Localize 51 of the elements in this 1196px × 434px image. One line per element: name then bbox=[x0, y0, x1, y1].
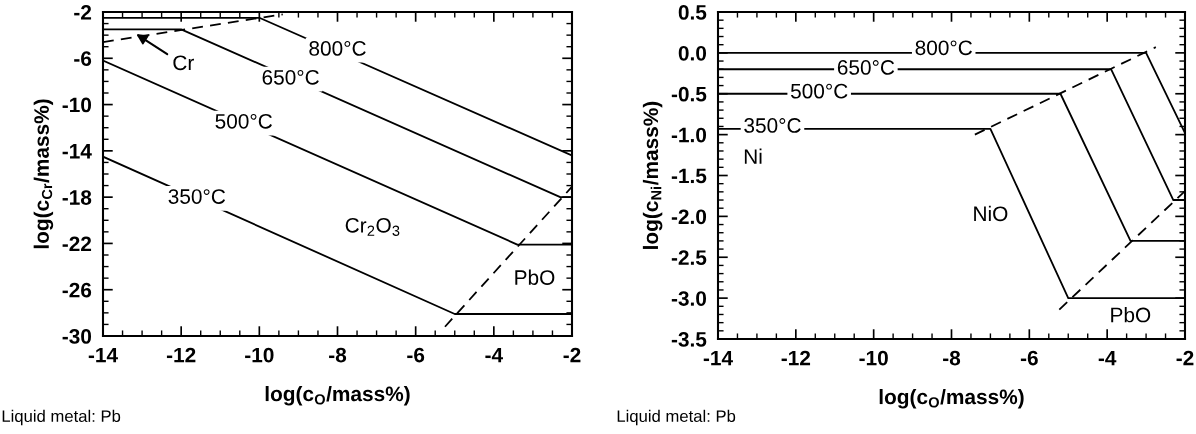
y-tick-label: 0.5 bbox=[678, 5, 707, 20]
x-tick-label: -14 bbox=[703, 350, 733, 366]
x-axis-title: log(c$_{O}$/mass%) bbox=[265, 385, 410, 406]
annotation: PbO bbox=[1111, 307, 1151, 323]
text: Liquid metal: Pb bbox=[617, 409, 736, 426]
annotation: NiO bbox=[974, 205, 1008, 222]
x-tick-label: -6 bbox=[1020, 350, 1038, 366]
x-tick-label: -2 bbox=[1176, 350, 1194, 366]
y-tick-label: -2.0 bbox=[671, 209, 707, 225]
y-tick-label: 0.0 bbox=[678, 45, 707, 61]
y-tick-label: -22 bbox=[62, 236, 92, 251]
x-tick-label: -4 bbox=[485, 347, 503, 363]
y-tick-label: -10 bbox=[62, 97, 92, 113]
annotation: Cr$_{2}$O$_{3}$ bbox=[345, 217, 400, 236]
annotation: Cr bbox=[173, 55, 194, 71]
y-tick-label: -26 bbox=[62, 282, 92, 298]
y-tick-label: -2.5 bbox=[671, 250, 707, 265]
x-tick-label: -10 bbox=[245, 347, 274, 363]
y-axis-title: log(c$_{Ni}$/mass%) bbox=[642, 101, 663, 249]
annotation: 650°C bbox=[262, 69, 319, 85]
y-tick-label: -0.5 bbox=[671, 86, 707, 102]
text: Liquid metal: Pb bbox=[2, 409, 121, 426]
x-tick-label: -10 bbox=[859, 350, 888, 366]
y-tick-label: -1.0 bbox=[671, 127, 707, 143]
x-axis-title: log(c$_{O}$/mass%) bbox=[879, 388, 1024, 409]
annotation: 800°C bbox=[309, 41, 366, 56]
x-tick-label: -8 bbox=[329, 347, 347, 363]
y-tick-label: -3.0 bbox=[671, 291, 707, 306]
annotation: PbO bbox=[515, 269, 555, 285]
annotation: 500°C bbox=[790, 83, 848, 99]
annotation: 350°C bbox=[168, 189, 226, 204]
y-tick-label: -3.5 bbox=[671, 332, 707, 347]
annotation: 500°C bbox=[215, 113, 272, 129]
x-tick-label: -14 bbox=[88, 347, 118, 363]
x-tick-label: -2 bbox=[563, 347, 581, 363]
x-tick-label: -12 bbox=[166, 347, 196, 363]
x-tick-label: -6 bbox=[407, 347, 425, 363]
annotation: 800°C bbox=[915, 40, 972, 56]
annotation: Ni bbox=[744, 148, 762, 164]
annotation: 350°C bbox=[744, 118, 801, 133]
x-tick-label: -12 bbox=[781, 350, 811, 366]
y-tick-label: -18 bbox=[62, 190, 92, 205]
y-tick-label: -2 bbox=[74, 5, 92, 20]
y-tick-label: -30 bbox=[62, 329, 92, 344]
y-tick-label: -6 bbox=[74, 51, 92, 67]
y-tick-label: -14 bbox=[62, 144, 92, 159]
x-tick-label: -8 bbox=[943, 350, 961, 366]
x-tick-label: -4 bbox=[1098, 350, 1117, 366]
annotation: 650°C bbox=[837, 60, 895, 75]
y-axis-title: log(c$_{Cr}$/mass%) bbox=[33, 99, 54, 249]
y-tick-label: -1.5 bbox=[671, 168, 707, 184]
